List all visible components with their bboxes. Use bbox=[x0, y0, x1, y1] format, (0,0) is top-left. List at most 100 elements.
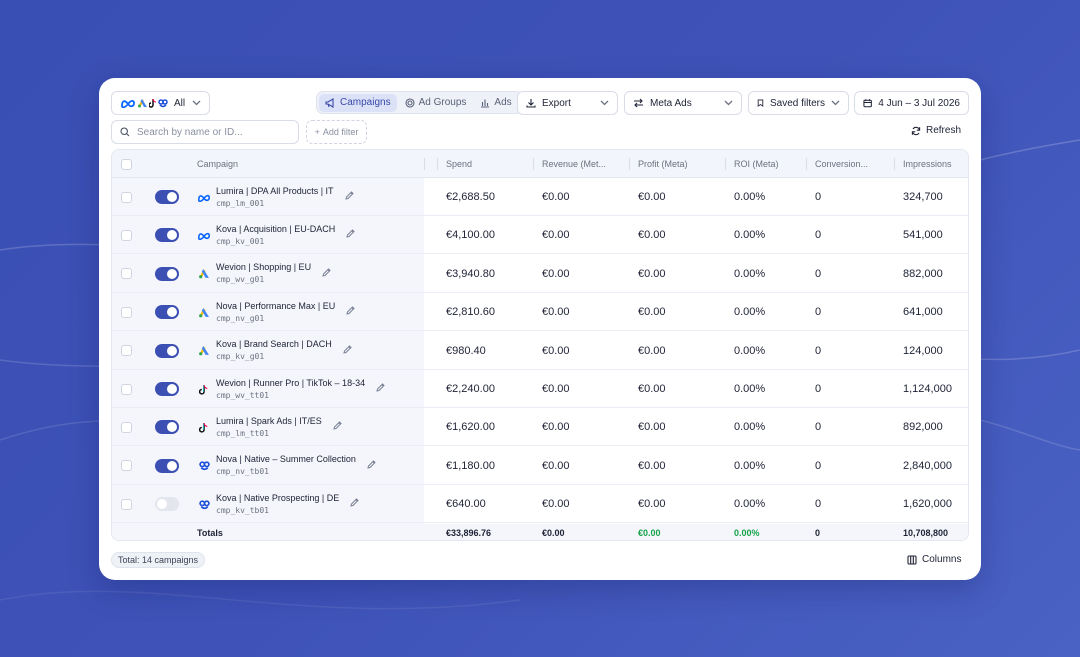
spend-cell: €1,180.00 bbox=[446, 459, 495, 472]
chevron-down-icon bbox=[192, 98, 201, 108]
row-checkbox[interactable] bbox=[121, 460, 132, 472]
campaign-id: cmp_kv_g01 bbox=[216, 352, 265, 362]
edit-pencil-icon[interactable] bbox=[366, 459, 377, 473]
row-checkbox[interactable] bbox=[121, 268, 132, 280]
column-header-spend[interactable]: Spend bbox=[446, 159, 473, 169]
columns-label: Columns bbox=[922, 554, 962, 565]
tab-campaigns[interactable]: Campaigns bbox=[319, 93, 397, 112]
conversions-cell: 0 bbox=[815, 191, 822, 203]
roi-cell: 0.00% bbox=[734, 267, 766, 280]
campaign-name[interactable]: Nova | Performance Max | EU bbox=[216, 300, 336, 311]
chevron-down-icon bbox=[831, 98, 840, 108]
column-header-roi[interactable]: ROI (Meta) bbox=[734, 159, 779, 169]
table-row[interactable]: Kova | Brand Search | DACH cmp_kv_g01 €9… bbox=[112, 332, 968, 370]
edit-pencil-icon[interactable] bbox=[345, 228, 356, 242]
spend-cell: €640.00 bbox=[446, 498, 486, 511]
impressions-cell: 641,000 bbox=[903, 306, 943, 319]
table-row[interactable]: Wevion | Runner Pro | TikTok – 18-34 cmp… bbox=[112, 370, 968, 408]
swap-arrows-icon bbox=[634, 98, 643, 108]
table-row[interactable]: Lumira | DPA All Products | IT cmp_lm_00… bbox=[112, 178, 968, 216]
bookmark-icon bbox=[757, 99, 764, 107]
impressions-cell: 1,620,000 bbox=[903, 498, 952, 511]
columns-button[interactable]: Columns bbox=[907, 554, 961, 565]
status-toggle[interactable] bbox=[155, 343, 179, 358]
row-checkbox[interactable] bbox=[121, 345, 132, 357]
status-toggle[interactable] bbox=[155, 497, 179, 512]
column-header-profit[interactable]: Profit (Meta) bbox=[638, 159, 688, 169]
roi-cell: 0.00% bbox=[734, 498, 766, 511]
edit-pencil-icon[interactable] bbox=[332, 420, 343, 434]
status-toggle[interactable] bbox=[155, 305, 179, 320]
status-toggle[interactable] bbox=[155, 382, 179, 396]
row-checkbox[interactable] bbox=[121, 229, 132, 241]
refresh-button[interactable]: Refresh bbox=[911, 125, 961, 136]
edit-pencil-icon[interactable] bbox=[349, 497, 360, 511]
platform-logos-icon bbox=[120, 98, 168, 108]
saved-filters-dropdown[interactable]: Saved filters bbox=[748, 91, 849, 115]
column-header-campaign[interactable]: Campaign bbox=[197, 159, 239, 169]
taboola-icon bbox=[197, 499, 211, 510]
column-header-conversions[interactable]: Conversion... bbox=[815, 159, 869, 169]
campaign-name[interactable]: Lumira | Spark Ads | IT/ES bbox=[216, 415, 322, 426]
refresh-icon bbox=[911, 126, 921, 135]
conversions-cell: 0 bbox=[815, 421, 822, 434]
search-input[interactable] bbox=[137, 126, 287, 138]
status-toggle[interactable] bbox=[155, 458, 179, 473]
export-dropdown[interactable]: Export bbox=[517, 91, 618, 115]
table-row[interactable]: Nova | Performance Max | EU cmp_nv_g01 €… bbox=[112, 293, 968, 332]
table-row[interactable]: Kova | Native Prospecting | DE cmp_kv_tb… bbox=[112, 485, 968, 524]
totals-revenue: €0.00 bbox=[542, 528, 565, 538]
spend-cell: €980.40 bbox=[446, 344, 486, 357]
row-checkbox[interactable] bbox=[121, 498, 132, 510]
refresh-label: Refresh bbox=[926, 125, 962, 136]
edit-pencil-icon[interactable] bbox=[342, 344, 353, 358]
totals-spend: €33,896.76 bbox=[446, 528, 492, 538]
ad-source-dropdown[interactable]: Meta Ads bbox=[624, 91, 742, 115]
campaign-id: cmp_lm_tt01 bbox=[216, 428, 269, 438]
row-checkbox[interactable] bbox=[121, 191, 132, 203]
tab-ad-groups[interactable]: Ad Groups bbox=[399, 94, 473, 112]
roi-cell: 0.00% bbox=[734, 306, 766, 319]
status-toggle[interactable] bbox=[155, 420, 179, 435]
row-checkbox[interactable] bbox=[121, 306, 132, 318]
add-filter-button[interactable]: + Add filter bbox=[306, 120, 367, 144]
status-toggle[interactable] bbox=[155, 266, 179, 281]
profit-cell: €0.00 bbox=[638, 344, 666, 357]
campaign-name[interactable]: Wevion | Shopping | EU bbox=[216, 262, 312, 273]
revenue-cell: €0.00 bbox=[542, 306, 570, 319]
column-header-revenue[interactable]: Revenue (Met... bbox=[542, 159, 607, 169]
edit-pencil-icon[interactable] bbox=[345, 305, 356, 319]
select-all-checkbox[interactable] bbox=[121, 158, 132, 170]
campaigns-panel: All Campaigns Ad Groups Ads Export Meta … bbox=[99, 78, 981, 580]
impressions-cell: 882,000 bbox=[903, 267, 943, 280]
platform-filter-dropdown[interactable]: All bbox=[111, 91, 210, 115]
campaign-name[interactable]: Wevion | Runner Pro | TikTok – 18-34 bbox=[216, 377, 366, 388]
edit-pencil-icon[interactable] bbox=[344, 190, 355, 204]
edit-pencil-icon[interactable] bbox=[321, 267, 332, 281]
profit-cell: €0.00 bbox=[638, 306, 666, 319]
level-tabs: Campaigns Ad Groups Ads bbox=[316, 91, 523, 114]
status-toggle[interactable] bbox=[155, 190, 179, 204]
conversions-cell: 0 bbox=[815, 498, 822, 511]
status-toggle[interactable] bbox=[155, 228, 179, 243]
impressions-cell: 124,000 bbox=[903, 344, 943, 357]
edit-pencil-icon[interactable] bbox=[375, 382, 386, 396]
table-row[interactable]: Wevion | Shopping | EU cmp_wv_g01 €3,940… bbox=[112, 255, 968, 293]
revenue-cell: €0.00 bbox=[542, 459, 570, 472]
google-icon bbox=[197, 307, 211, 318]
profit-cell: €0.00 bbox=[638, 383, 666, 395]
campaign-name[interactable]: Kova | Brand Search | DACH bbox=[216, 339, 332, 350]
table-row[interactable]: Lumira | Spark Ads | IT/ES cmp_lm_tt01 €… bbox=[112, 408, 968, 447]
tab-ads[interactable]: Ads bbox=[474, 94, 517, 112]
table-row[interactable]: Kova | Acquisition | EU-DACH cmp_kv_001 … bbox=[112, 216, 968, 255]
row-checkbox[interactable] bbox=[121, 421, 132, 433]
campaign-name[interactable]: Kova | Acquisition | EU-DACH bbox=[216, 223, 336, 234]
campaign-name[interactable]: Kova | Native Prospecting | DE bbox=[216, 492, 340, 503]
campaign-name[interactable]: Lumira | DPA All Products | IT bbox=[216, 185, 334, 196]
roi-cell: 0.00% bbox=[734, 229, 766, 242]
campaign-name[interactable]: Nova | Native – Summer Collection bbox=[216, 454, 356, 465]
column-header-impressions[interactable]: Impressions bbox=[903, 159, 952, 169]
table-row[interactable]: Nova | Native – Summer Collection cmp_nv… bbox=[112, 447, 968, 485]
row-checkbox[interactable] bbox=[121, 383, 132, 395]
date-range-picker[interactable]: 4 Jun – 3 Jul 2026 bbox=[854, 91, 969, 115]
